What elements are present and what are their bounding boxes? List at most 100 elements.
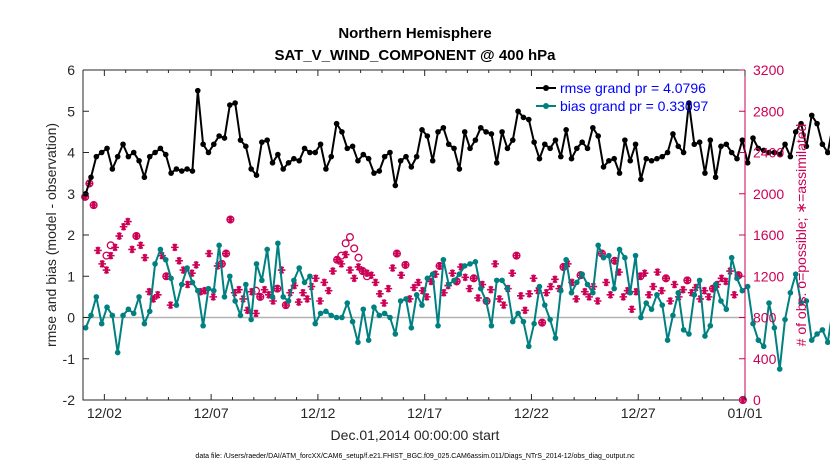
bias-data-point bbox=[798, 300, 804, 306]
bias-data-point bbox=[152, 261, 158, 267]
bias-data-point bbox=[120, 312, 126, 319]
obs-assimilated-marker bbox=[512, 251, 521, 260]
obs-assimilated-marker bbox=[243, 306, 252, 315]
rmse-data-point bbox=[643, 155, 650, 162]
obs-assimilated-marker bbox=[256, 293, 265, 301]
rmse-data-point bbox=[376, 168, 383, 174]
rmse-data-point bbox=[675, 143, 682, 150]
obs-assimilated-marker bbox=[384, 284, 393, 293]
bias-data-point bbox=[376, 312, 383, 319]
obs-assimilated-marker bbox=[153, 291, 162, 299]
obs-assimilated-marker bbox=[593, 297, 602, 305]
bias-data-point bbox=[499, 277, 505, 284]
rmse-data-point bbox=[173, 166, 180, 172]
rmse-data-point bbox=[424, 133, 431, 139]
x-tick-label: 12/22 bbox=[514, 405, 549, 421]
bias-data-point bbox=[296, 265, 303, 271]
y-left-tick-label: -1 bbox=[63, 351, 76, 367]
rmse-data-point bbox=[744, 160, 751, 166]
rmse-data-point bbox=[136, 157, 142, 164]
rmse-data-point bbox=[232, 100, 238, 106]
obs-assimilated-marker bbox=[196, 287, 205, 296]
bias-data-point bbox=[792, 271, 799, 277]
rmse-data-point bbox=[120, 141, 126, 148]
rmse-data-point bbox=[568, 155, 575, 162]
rmse-data-point bbox=[782, 141, 788, 148]
rmse-data-point bbox=[451, 145, 457, 152]
rmse-data-point bbox=[579, 139, 585, 145]
x-tick-label: 12/07 bbox=[194, 405, 229, 421]
bias-data-point bbox=[237, 312, 244, 319]
bias-data-point bbox=[104, 304, 110, 310]
rmse-data-point bbox=[509, 137, 516, 143]
rmse-data-point bbox=[638, 176, 644, 183]
obs-assimilated-marker bbox=[363, 269, 371, 277]
chart-title: Northern Hemisphere bbox=[338, 25, 491, 42]
obs-assimilated-marker bbox=[277, 266, 286, 274]
rmse-data-point bbox=[205, 149, 212, 156]
bias-data-point bbox=[323, 308, 329, 315]
bias-data-point bbox=[659, 302, 666, 308]
rmse-data-point bbox=[349, 143, 356, 150]
rmse-data-point bbox=[141, 174, 148, 181]
obs-assimilated-marker bbox=[610, 256, 619, 265]
obs-assimilated-marker bbox=[102, 266, 111, 274]
rmse-data-point bbox=[371, 170, 377, 176]
obs-assimilated-marker bbox=[657, 286, 666, 295]
obs-assimilated-marker bbox=[666, 297, 675, 305]
bias-data-point bbox=[141, 320, 148, 327]
rmse-data-point bbox=[291, 155, 297, 162]
bias-data-point bbox=[387, 314, 393, 321]
bias-data-point bbox=[525, 343, 532, 350]
rmse-data-point bbox=[317, 141, 324, 148]
rmse-data-point bbox=[712, 174, 719, 181]
rmse-data-point bbox=[696, 139, 703, 145]
obs-assimilated-marker bbox=[397, 271, 405, 280]
bias-data-point bbox=[771, 325, 778, 331]
bias-data-point bbox=[664, 337, 671, 343]
bias-data-point bbox=[328, 312, 335, 319]
bias-data-point bbox=[728, 254, 735, 261]
rmse-data-point bbox=[210, 141, 217, 148]
bias-data-point bbox=[194, 287, 201, 294]
bias-data-point bbox=[264, 246, 270, 253]
rmse-data-point bbox=[275, 151, 281, 158]
obs-assimilated-marker bbox=[692, 283, 700, 292]
obs-assimilated-marker bbox=[615, 268, 623, 276]
rmse-data-point bbox=[301, 145, 308, 152]
obs-assimilated-marker bbox=[623, 286, 632, 295]
obs-assimilated-marker bbox=[521, 306, 529, 315]
y-right-tick-label: 0 bbox=[753, 392, 761, 408]
y-left-tick-label: 4 bbox=[67, 145, 75, 161]
obs-assimilated-marker bbox=[94, 246, 102, 255]
rmse-data-point bbox=[590, 124, 596, 131]
obs-assimilated-marker bbox=[546, 282, 555, 291]
obs-assimilated-marker bbox=[410, 283, 418, 292]
bias-data-point bbox=[82, 325, 89, 331]
rmse-data-point bbox=[600, 164, 607, 170]
bias-data-point bbox=[349, 318, 356, 325]
obs-assimilated-marker bbox=[141, 253, 149, 262]
y-left-tick-label: 3 bbox=[67, 186, 75, 202]
bias-data-point bbox=[504, 285, 511, 292]
rmse-data-point bbox=[435, 129, 441, 135]
rmse-data-point bbox=[515, 108, 521, 115]
obs-assimilated-marker bbox=[299, 288, 307, 297]
legend-marker-bias bbox=[543, 103, 549, 109]
obs-assimilated-marker bbox=[499, 301, 508, 309]
obs-assimilated-marker bbox=[487, 285, 495, 294]
obs-assimilated-marker bbox=[525, 289, 534, 298]
bias-data-point bbox=[718, 298, 724, 304]
bias-data-point bbox=[654, 292, 660, 298]
rmse-data-point bbox=[130, 149, 137, 156]
bias-data-point bbox=[146, 308, 153, 315]
rmse-data-point bbox=[750, 135, 756, 141]
bias-data-point bbox=[173, 302, 180, 308]
rmse-data-point bbox=[702, 170, 708, 176]
rmse-data-point bbox=[243, 143, 249, 150]
rmse-data-point bbox=[718, 143, 724, 150]
rmse-data-point bbox=[200, 141, 206, 148]
bias-data-point bbox=[461, 263, 468, 269]
rmse-data-point bbox=[168, 170, 174, 176]
bias-data-point bbox=[210, 287, 217, 294]
